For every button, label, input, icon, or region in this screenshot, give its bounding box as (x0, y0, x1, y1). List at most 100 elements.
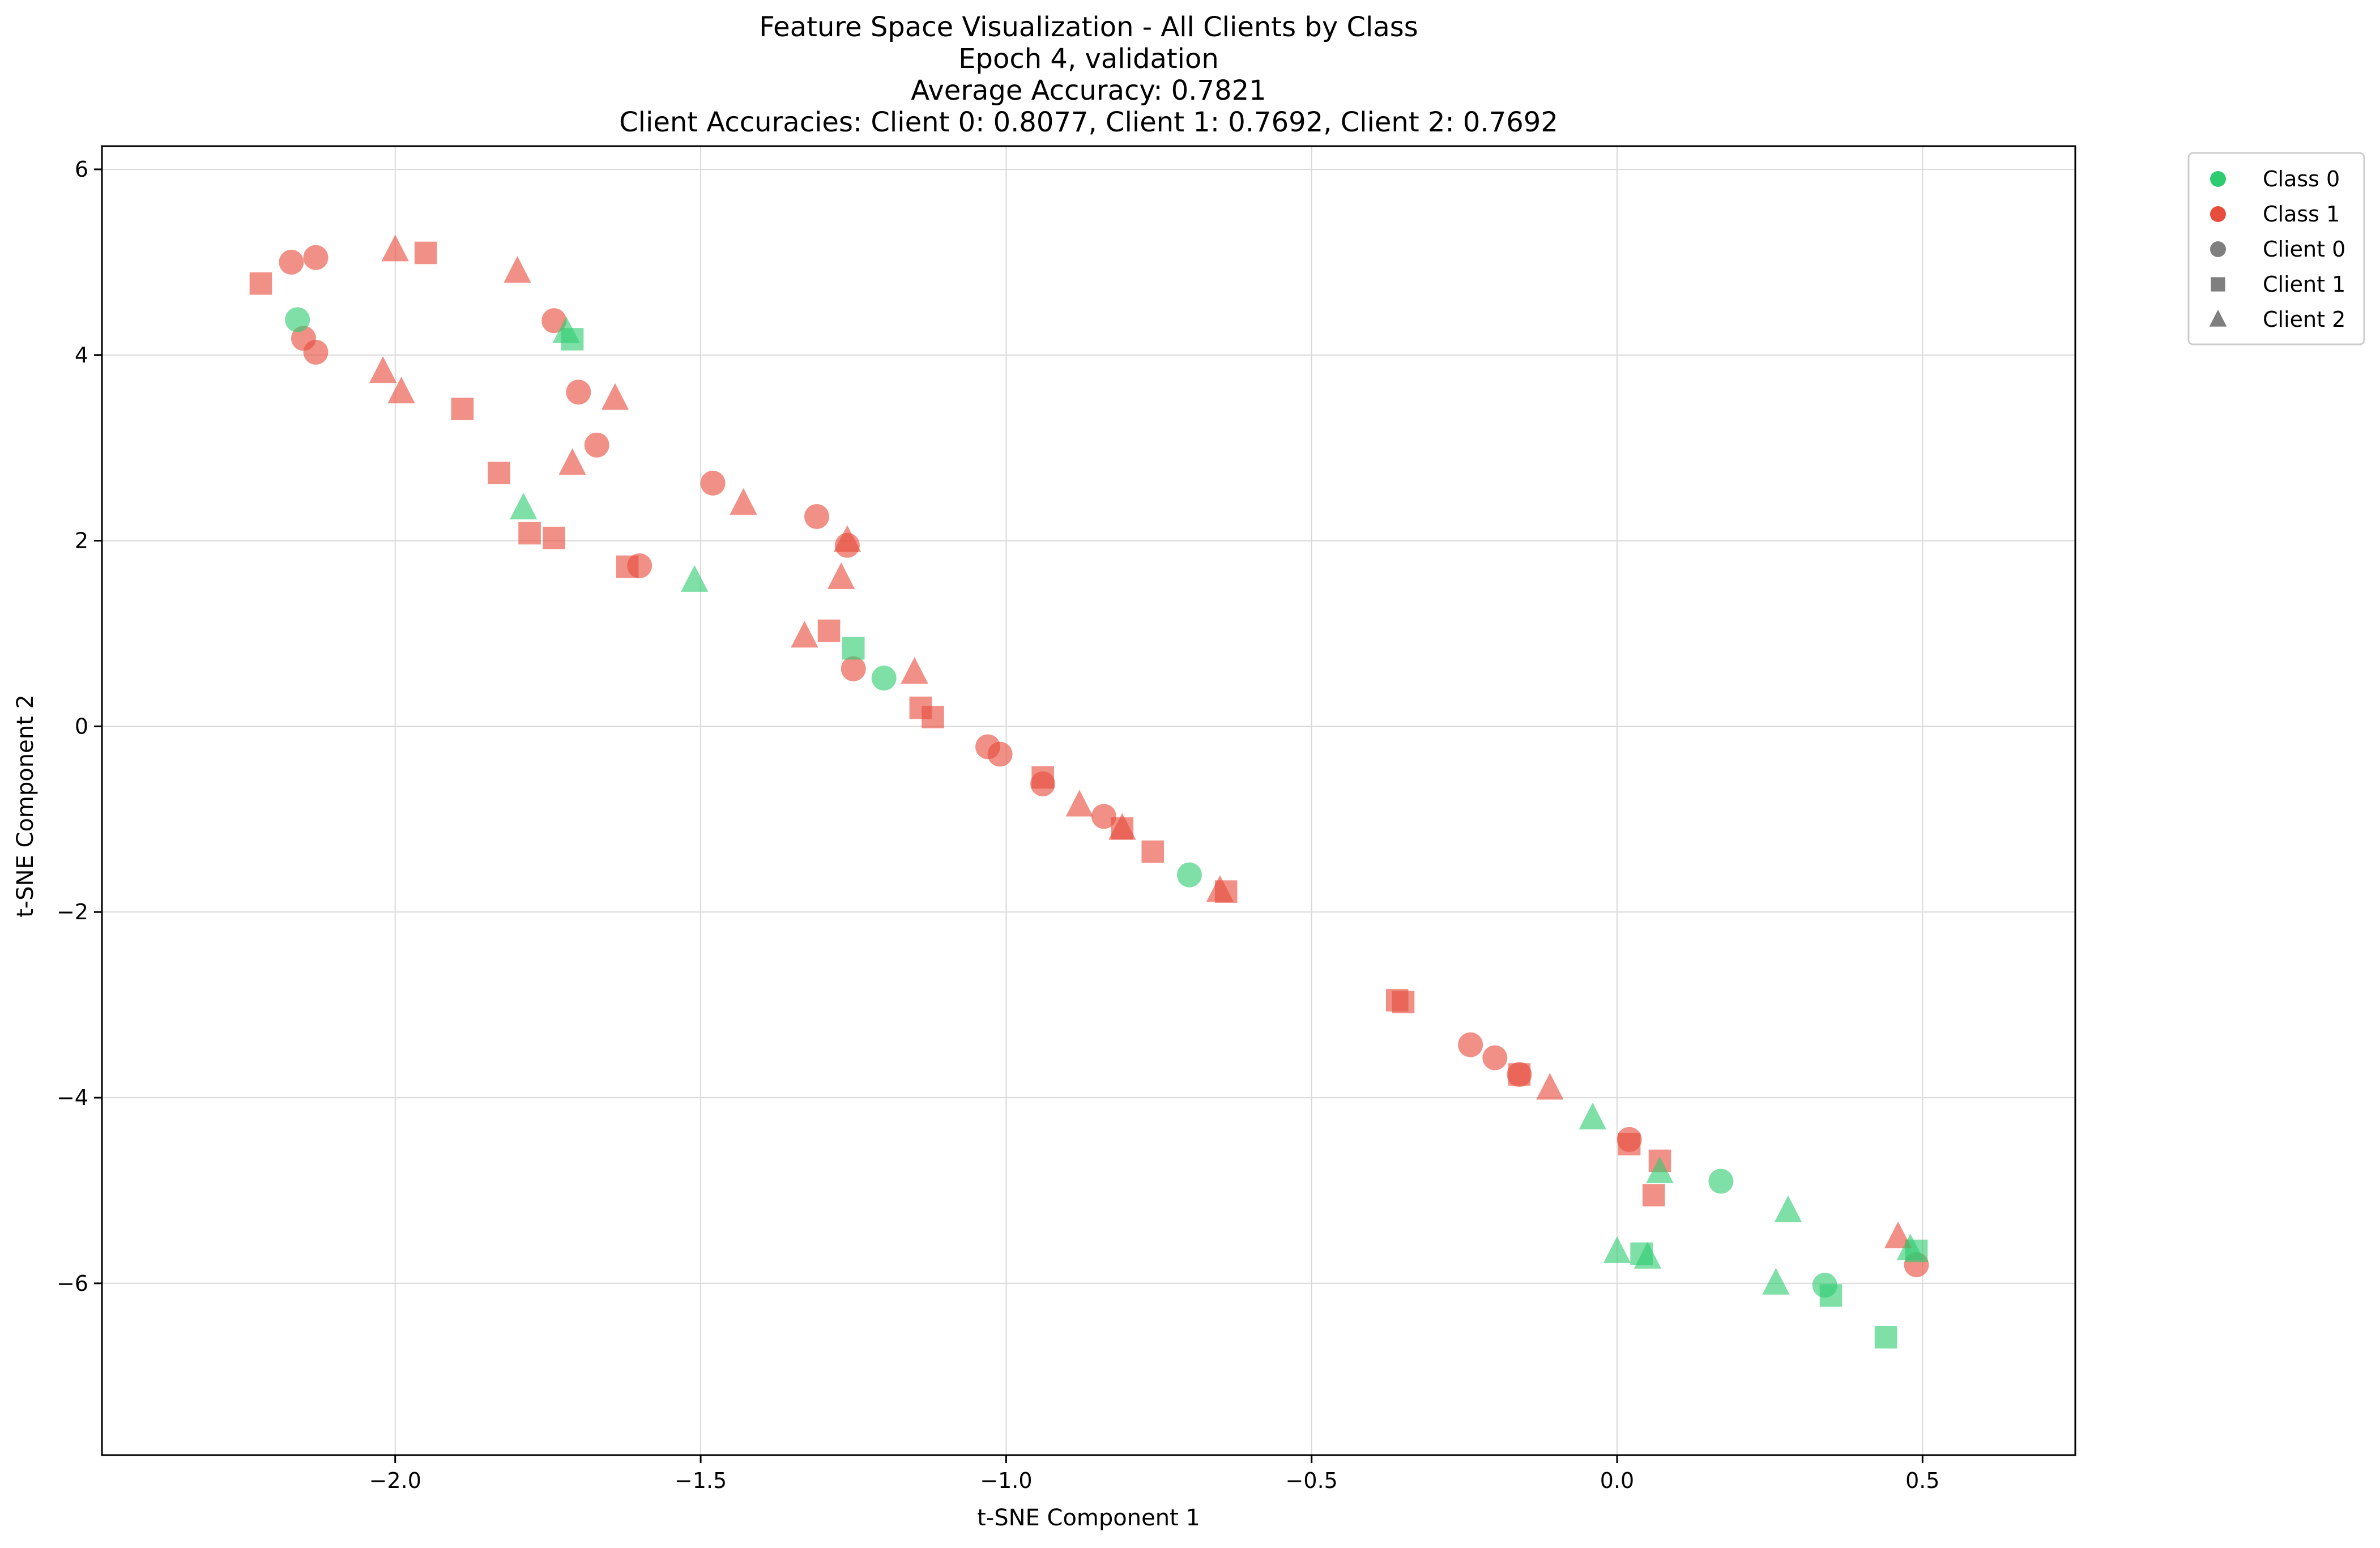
data-point (543, 526, 565, 549)
grid (102, 146, 2075, 1455)
data-point (488, 462, 510, 484)
data-point (387, 377, 415, 404)
legend-marker (2210, 171, 2226, 187)
chart-title: Feature Space Visualization - All Client… (619, 11, 1558, 138)
data-point (1603, 1236, 1631, 1263)
data-point (833, 525, 861, 552)
data-point (616, 555, 639, 578)
x-axis-ticks: −2.0 −1.5 −1.0 −0.5 0.0 0.5 (369, 1455, 1940, 1493)
data-point (700, 470, 726, 496)
x-tick-label: −2.0 (369, 1468, 421, 1493)
legend-label: Class 0 (2263, 167, 2340, 191)
x-tick-label: −0.5 (1286, 1468, 1338, 1493)
data-point (1065, 790, 1094, 817)
x-axis-label: t-SNE Component 1 (977, 1505, 1200, 1531)
data-point (541, 308, 567, 334)
legend-marker (2210, 206, 2226, 222)
data-point (871, 666, 897, 691)
data-point (1762, 1268, 1790, 1295)
data-point (381, 234, 409, 262)
legend-marker (2210, 241, 2226, 257)
data-point (1206, 875, 1234, 902)
data-point (601, 383, 629, 410)
data-point (1091, 804, 1116, 829)
x-tick-label: 0.5 (1905, 1468, 1939, 1493)
data-point (504, 255, 531, 283)
data-points (249, 234, 1929, 1349)
data-point (1874, 1326, 1897, 1349)
data-point (369, 356, 397, 383)
data-point (1774, 1195, 1802, 1222)
title-line-1: Feature Space Visualization - All Client… (759, 11, 1418, 43)
y-tick-label: 4 (75, 343, 88, 368)
legend-label: Client 0 (2263, 237, 2345, 262)
x-tick-label: 0.0 (1600, 1468, 1634, 1493)
x-tick-label: −1.5 (675, 1468, 727, 1493)
data-point (1108, 813, 1136, 840)
data-point (804, 504, 830, 529)
legend-label: Client 2 (2263, 307, 2345, 332)
data-point (987, 741, 1013, 767)
title-line-3: Average Accuracy: 0.7821 (911, 75, 1266, 106)
data-point (1141, 840, 1165, 863)
data-point (584, 432, 609, 458)
data-point (1618, 1133, 1641, 1155)
data-point (303, 339, 329, 365)
data-point (451, 398, 474, 420)
y-tick-label: 6 (75, 157, 88, 182)
data-point (1642, 1184, 1665, 1206)
data-point (566, 379, 591, 405)
legend-label: Class 1 (2263, 202, 2340, 227)
data-point (279, 249, 304, 275)
title-line-2: Epoch 4, validation (958, 43, 1219, 75)
data-point (1708, 1169, 1734, 1194)
y-tick-label: −6 (57, 1271, 88, 1296)
data-point (1579, 1102, 1607, 1129)
title-line-4: Client Accuracies: Client 0: 0.8077, Cli… (619, 106, 1558, 138)
data-point (791, 621, 818, 648)
data-point (1819, 1284, 1842, 1307)
data-point (414, 241, 437, 265)
y-tick-label: −2 (57, 899, 88, 924)
data-point (1896, 1233, 1924, 1260)
x-tick-label: −1.0 (980, 1468, 1032, 1493)
data-point (558, 448, 586, 475)
data-point (285, 307, 310, 332)
data-point (1458, 1032, 1483, 1057)
data-point (1392, 991, 1415, 1013)
data-point (249, 272, 272, 295)
data-point (901, 657, 928, 684)
y-tick-label: 2 (75, 528, 88, 553)
data-point (1646, 1156, 1674, 1183)
data-point (1536, 1073, 1564, 1100)
y-axis-ticks: 6 4 2 0 −2 −4 −6 (57, 157, 102, 1296)
data-point (1176, 862, 1202, 888)
data-point (827, 562, 855, 589)
data-point (552, 316, 580, 343)
data-point (510, 492, 538, 520)
data-point (1884, 1221, 1912, 1248)
data-point (1508, 1063, 1531, 1086)
legend-label: Client 1 (2263, 272, 2345, 297)
plot-area-frame (101, 145, 2076, 1456)
data-point (303, 245, 329, 270)
data-point (1031, 766, 1054, 789)
legend-marker (2211, 277, 2225, 292)
data-point (730, 488, 757, 515)
data-point (842, 637, 865, 660)
data-point (1482, 1045, 1508, 1071)
y-axis-label: t-SNE Component 2 (12, 694, 39, 918)
data-point (518, 522, 541, 545)
y-tick-label: −4 (57, 1085, 88, 1110)
legend-box (2187, 152, 2365, 346)
data-point (817, 619, 841, 642)
legend: Class 0 Class 1 Client 0 Client 1 Client 2 (2187, 152, 2365, 346)
data-point (922, 706, 944, 728)
data-point (1633, 1242, 1662, 1269)
data-point (681, 565, 709, 592)
data-point (841, 656, 866, 681)
y-tick-label: 0 (75, 714, 88, 739)
legend-marker (2209, 309, 2227, 327)
